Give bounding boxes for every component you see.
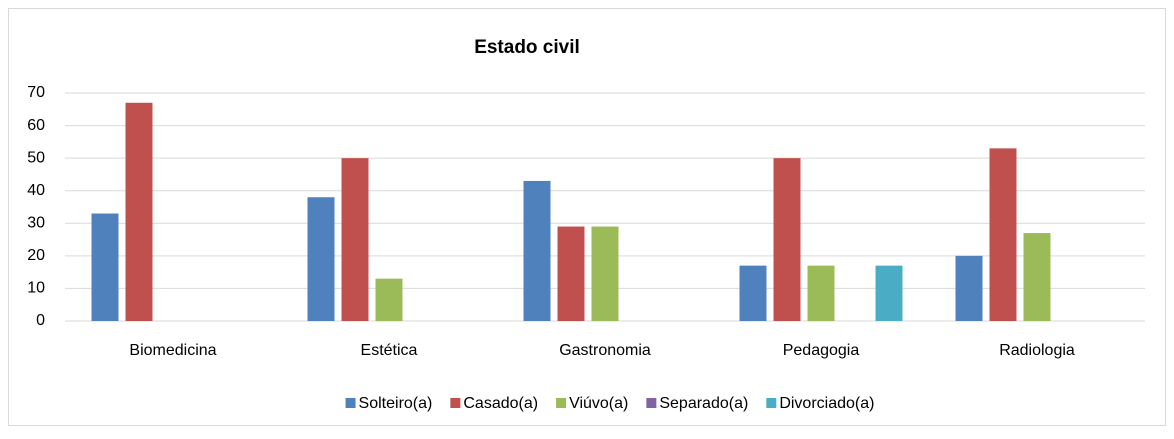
legend-swatch: [556, 398, 567, 408]
legend-swatch: [450, 398, 461, 408]
y-tick-label: 20: [27, 247, 45, 264]
y-tick-label: 50: [27, 149, 45, 166]
legend-swatch: [766, 398, 777, 408]
legend-swatch: [646, 398, 657, 408]
bar: [875, 265, 903, 321]
legend-label: Solteiro(a): [359, 395, 433, 412]
y-tick-label: 0: [36, 312, 45, 329]
bar: [125, 102, 153, 322]
x-tick-label: Pedagogia: [783, 342, 860, 359]
y-tick-label: 60: [27, 117, 45, 134]
bar: [341, 158, 369, 321]
x-tick-label: Biomedicina: [129, 342, 216, 359]
y-tick-label: 30: [27, 215, 45, 232]
bar: [955, 255, 983, 321]
y-tick-label: 70: [27, 84, 45, 101]
x-tick-label: Gastronomia: [559, 342, 651, 359]
legend-label: Separado(a): [659, 395, 748, 412]
x-tick-label: Estética: [361, 342, 418, 359]
y-tick-label: 10: [27, 280, 45, 297]
bar: [91, 213, 119, 321]
chart-frame: [8, 8, 1166, 426]
bar: [807, 265, 835, 321]
bar: [375, 278, 403, 321]
bar: [307, 197, 335, 321]
bar: [739, 265, 767, 321]
bar: [591, 226, 619, 321]
legend-swatch: [345, 398, 356, 408]
x-tick-label: Radiologia: [999, 342, 1075, 359]
bar: [1023, 233, 1051, 321]
legend-label: Divorciado(a): [779, 395, 874, 412]
legend-label: Casado(a): [463, 395, 538, 412]
chart-title: Estado civil: [474, 37, 580, 58]
y-tick-label: 40: [27, 182, 45, 199]
legend-label: Viúvo(a): [569, 395, 628, 412]
bar: [523, 180, 551, 321]
bar: [773, 158, 801, 321]
bar: [989, 148, 1017, 321]
bar: [557, 226, 585, 321]
